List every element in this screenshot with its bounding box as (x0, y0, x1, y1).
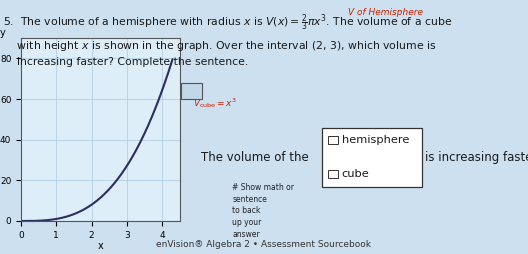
Text: # Show math or
sentence
to back
up your
answer: # Show math or sentence to back up your … (232, 183, 294, 239)
Text: V of Hemisphere: V of Hemisphere (348, 8, 423, 17)
Text: hemisphere: hemisphere (342, 135, 409, 145)
Text: $V_{\rm cube} = x^3$: $V_{\rm cube} = x^3$ (193, 97, 237, 110)
FancyBboxPatch shape (328, 170, 338, 178)
Text: enVision® Algebra 2 • Assessment Sourcebook: enVision® Algebra 2 • Assessment Sourceb… (156, 240, 372, 249)
FancyBboxPatch shape (322, 128, 422, 187)
Text: cube: cube (342, 169, 370, 179)
FancyBboxPatch shape (328, 136, 338, 144)
Text: is increasing faster.: is increasing faster. (425, 151, 528, 164)
Text: 5.  The volume of a hemisphere with radius $x$ is $V(x)=\frac{2}{3}\pi x^3$. The: 5. The volume of a hemisphere with radiu… (3, 13, 452, 67)
Text: The volume of the: The volume of the (201, 151, 308, 164)
Y-axis label: y: y (0, 28, 5, 38)
FancyBboxPatch shape (181, 83, 202, 99)
X-axis label: x: x (98, 241, 103, 251)
